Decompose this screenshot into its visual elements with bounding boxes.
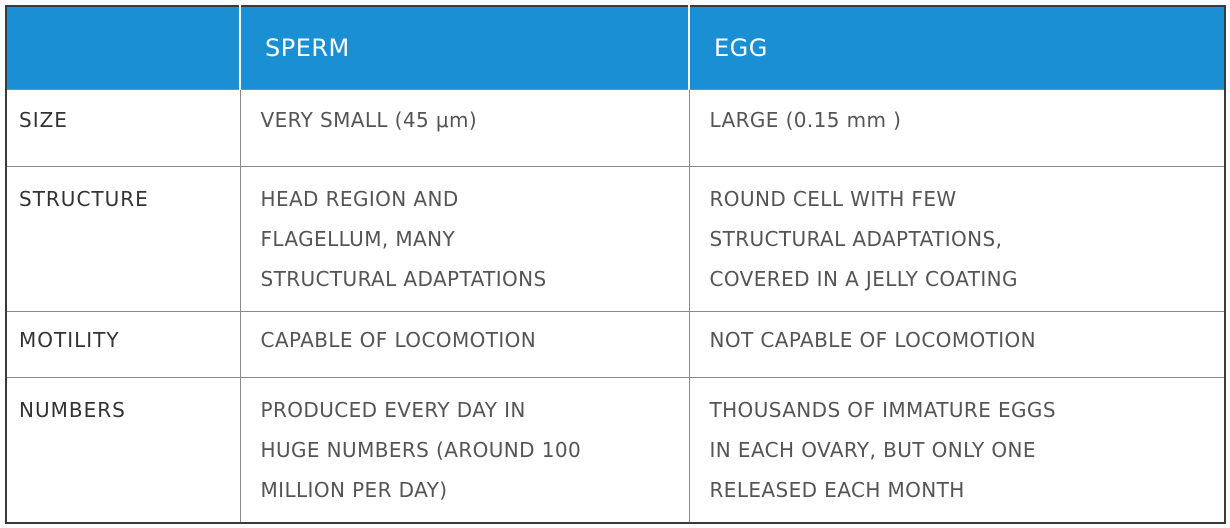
header-egg: EGG [689, 6, 1225, 90]
table-row-size: SIZE VERY SMALL (45 μm) LARGE (0.15 mm ) [5, 88, 1226, 168]
row-label-structure: STRUCTURE [5, 166, 241, 313]
header-sperm: SPERM [240, 6, 690, 90]
cell-line: MILLION PER DAY) [260, 477, 448, 502]
cell-line: ROUND CELL WITH FEW [709, 187, 957, 212]
cell-line: VERY SMALL (45 μm) [260, 108, 478, 132]
cell-line: IN EACH OVARY, BUT ONLY ONE [709, 437, 1036, 462]
cell-line: PRODUCED EVERY DAY IN [260, 397, 526, 422]
cell-egg-size: LARGE (0.15 mm ) [688, 88, 1226, 168]
cell-line: RELEASED EACH MONTH [709, 477, 965, 502]
cell-line: CAPABLE OF LOCOMOTION [260, 328, 537, 353]
cell-egg-motility: NOT CAPABLE OF LOCOMOTION [688, 311, 1226, 378]
cell-sperm-structure: HEAD REGION AND FLAGELLUM, MANY STRUCTUR… [239, 166, 690, 313]
header-corner-cell [6, 6, 241, 90]
cell-line: FLAGELLUM, MANY [260, 227, 456, 252]
cell-line: COVERED IN A JELLY COATING [709, 267, 1018, 292]
cell-line: THOUSANDS OF IMMATURE EGGS [709, 397, 1056, 422]
table-row-numbers: NUMBERS PRODUCED EVERY DAY IN HUGE NUMBE… [5, 376, 1226, 524]
cell-sperm-numbers: PRODUCED EVERY DAY IN HUGE NUMBERS (AROU… [239, 376, 690, 524]
cell-line: NOT CAPABLE OF LOCOMOTION [709, 328, 1037, 353]
cell-line: STRUCTURAL ADAPTATIONS [260, 267, 547, 292]
cell-egg-structure: ROUND CELL WITH FEW STRUCTURAL ADAPTATIO… [688, 166, 1226, 313]
cell-sperm-motility: CAPABLE OF LOCOMOTION [239, 311, 690, 378]
cell-line: LARGE (0.15 mm ) [709, 108, 902, 132]
cell-sperm-size: VERY SMALL (45 μm) [239, 88, 690, 168]
row-label-size: SIZE [5, 88, 241, 168]
table-row-structure: STRUCTURE HEAD REGION AND FLAGELLUM, MAN… [5, 166, 1226, 313]
table-header-row: SPERM EGG [6, 6, 1225, 90]
row-label-motility: MOTILITY [5, 311, 241, 378]
cell-line: STRUCTURAL ADAPTATIONS, [709, 227, 1003, 252]
cell-line: HUGE NUMBERS (AROUND 100 [260, 437, 582, 462]
row-label-numbers: NUMBERS [5, 376, 241, 524]
cell-egg-numbers: THOUSANDS OF IMMATURE EGGS IN EACH OVARY… [688, 376, 1226, 524]
table-row-motility: MOTILITY CAPABLE OF LOCOMOTION NOT CAPAB… [5, 311, 1226, 378]
sperm-egg-comparison-table: SPERM EGG SIZE VERY SMALL (45 μm) LARGE … [5, 5, 1226, 524]
cell-line: HEAD REGION AND [260, 187, 459, 212]
